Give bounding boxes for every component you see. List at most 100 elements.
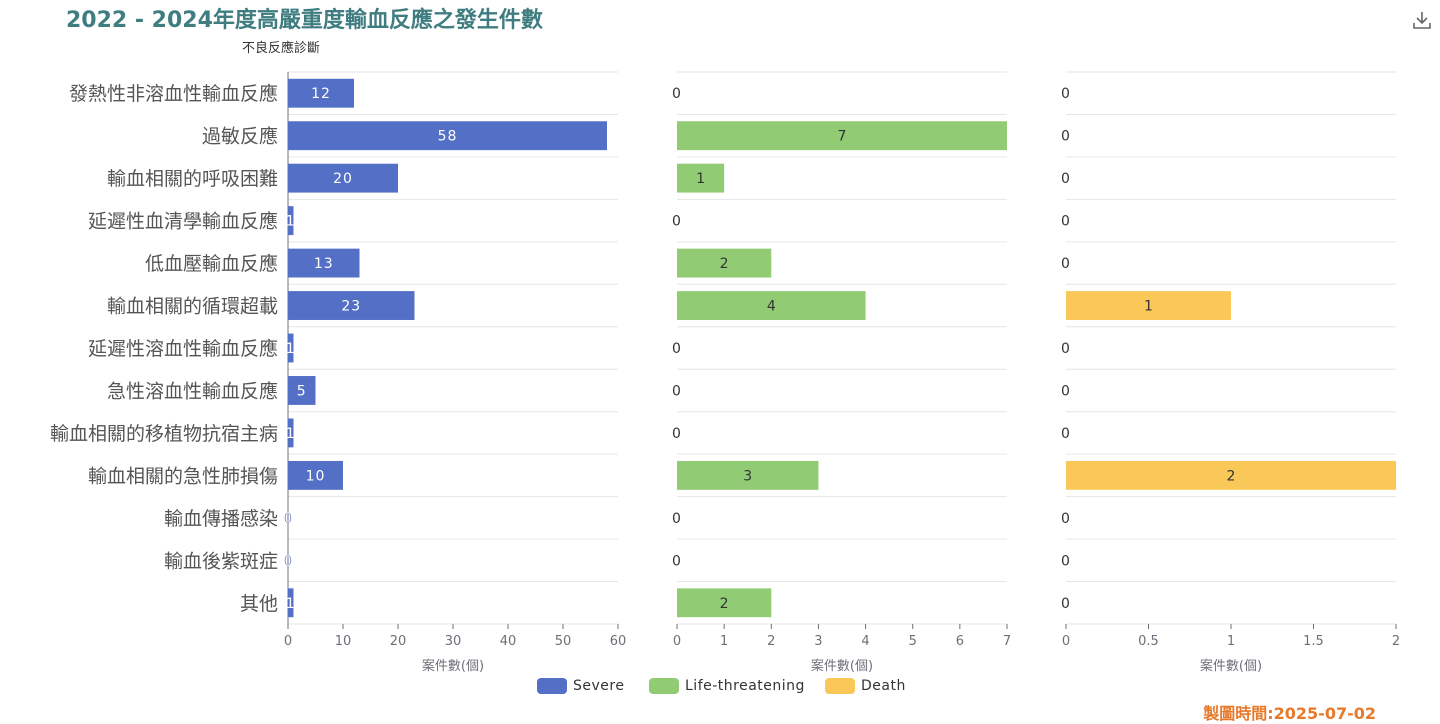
data-label-death: 0	[1061, 171, 1070, 187]
bar-severe[interactable]	[288, 333, 294, 363]
legend-swatch-severe	[537, 678, 567, 694]
data-label-severe: 13	[314, 256, 334, 272]
category-label: 發熱性非溶血性輸血反應	[69, 82, 278, 105]
legend-item-life-threatening[interactable]: Life-threatening	[649, 676, 805, 696]
x-tick-label: 1	[1227, 634, 1235, 649]
category-label: 輸血後紫斑症	[164, 550, 278, 572]
data-label-death: 0	[1061, 511, 1070, 527]
bar-severe[interactable]	[288, 121, 607, 151]
legend-label-severe: Severe	[573, 678, 625, 694]
category-label: 過敏反應	[202, 125, 278, 148]
legend-item-death[interactable]: Death	[825, 676, 906, 696]
data-label-severe: 1	[286, 596, 296, 612]
x-tick-label: 60	[610, 634, 627, 649]
data-label-death: 0	[1061, 341, 1070, 357]
x-axis-title: 案件數(個)	[1200, 659, 1262, 674]
x-tick-label: 20	[390, 634, 407, 649]
data-label-severe: 0	[284, 511, 293, 527]
data-label-life-threatening: 1	[696, 171, 705, 187]
x-axis-title: 案件數(個)	[811, 659, 873, 674]
data-label-life-threatening: 2	[720, 256, 729, 272]
data-label-severe: 20	[333, 171, 353, 187]
bar-severe[interactable]	[288, 163, 398, 193]
data-label-death: 0	[1061, 129, 1070, 145]
category-label: 輸血傳播感染	[164, 508, 278, 530]
category-label: 低血壓輸血反應	[145, 252, 278, 275]
x-tick-label: 0	[284, 634, 292, 649]
data-label-life-threatening: 0	[672, 426, 681, 442]
category-label: 輸血相關的急性肺損傷	[88, 465, 278, 487]
data-label-life-threatening: 0	[672, 86, 681, 102]
x-tick-label: 0.5	[1138, 634, 1159, 649]
bar-life-threatening[interactable]	[677, 291, 866, 320]
bar-death[interactable]	[1066, 291, 1231, 320]
x-tick-label: 1	[720, 634, 728, 649]
x-tick-label: 1.5	[1303, 634, 1324, 649]
legend: Severe Life-threatening Death	[0, 676, 1440, 696]
legend-swatch-death	[825, 678, 855, 694]
data-label-death: 1	[1144, 299, 1153, 315]
data-label-death: 0	[1061, 426, 1070, 442]
legend-label-death: Death	[861, 678, 906, 694]
bar-death[interactable]	[1066, 460, 1396, 490]
data-label-life-threatening: 0	[672, 214, 681, 230]
bar-life-threatening[interactable]	[677, 121, 1007, 151]
data-label-severe: 23	[341, 299, 361, 315]
x-tick-label: 3	[814, 634, 822, 649]
data-label-severe: 1	[286, 341, 296, 357]
chart-title: 2022 - 2024年度高嚴重度輸血反應之發生件數	[66, 8, 543, 33]
legend-label-life-threatening: Life-threatening	[685, 678, 805, 694]
bar-severe[interactable]	[288, 291, 415, 320]
category-label: 延遲性溶血性輸血反應	[88, 337, 278, 360]
bar-life-threatening[interactable]	[677, 248, 772, 278]
footer-timestamp: 製圖時間:2025-07-02	[1203, 704, 1376, 723]
legend-item-severe[interactable]: Severe	[537, 676, 624, 696]
data-label-life-threatening: 7	[838, 129, 847, 145]
bar-life-threatening[interactable]	[677, 163, 725, 193]
bar-severe[interactable]	[288, 418, 294, 448]
bar-severe[interactable]	[288, 248, 360, 278]
x-tick-label: 0	[1062, 634, 1070, 649]
x-tick-label: 10	[335, 634, 352, 649]
x-tick-label: 7	[1003, 634, 1011, 649]
x-tick-label: 2	[1392, 634, 1400, 649]
bar-severe[interactable]	[288, 206, 294, 236]
x-tick-label: 40	[500, 634, 517, 649]
x-tick-label: 30	[445, 634, 462, 649]
x-tick-label: 4	[861, 634, 869, 649]
data-label-death: 0	[1061, 256, 1070, 272]
x-tick-label: 50	[555, 634, 572, 649]
x-tick-label: 2	[767, 634, 775, 649]
y-axis-title: 不良反應診斷	[242, 41, 321, 56]
data-label-life-threatening: 0	[672, 341, 681, 357]
data-label-life-threatening: 4	[767, 299, 776, 315]
bar-severe[interactable]	[288, 376, 316, 405]
data-label-severe: 10	[306, 468, 326, 484]
bar-severe[interactable]	[288, 588, 294, 618]
category-label: 輸血相關的移植物抗宿主病	[50, 423, 278, 445]
x-tick-label: 0	[673, 634, 681, 649]
data-label-death: 0	[1061, 86, 1070, 102]
data-label-severe: 58	[438, 129, 458, 145]
data-label-death: 0	[1061, 214, 1070, 230]
x-tick-label: 6	[956, 634, 964, 649]
category-label: 輸血相關的呼吸困難	[107, 168, 278, 190]
category-label: 輸血相關的循環超載	[107, 296, 278, 318]
data-label-life-threatening: 0	[672, 511, 681, 527]
bar-life-threatening[interactable]	[677, 460, 819, 490]
bar-severe[interactable]	[288, 460, 343, 490]
legend-swatch-life-threatening	[649, 678, 679, 694]
download-icon[interactable]	[1410, 8, 1434, 32]
data-label-severe: 1	[286, 214, 296, 230]
x-axis-title: 案件數(個)	[422, 659, 484, 674]
bar-life-threatening[interactable]	[677, 588, 772, 618]
data-label-severe: 5	[297, 383, 307, 399]
data-label-life-threatening: 0	[672, 553, 681, 569]
bar-severe[interactable]	[288, 78, 354, 108]
data-label-death: 0	[1061, 596, 1070, 612]
data-label-death: 2	[1227, 468, 1236, 484]
data-label-life-threatening: 3	[743, 468, 752, 484]
data-label-severe: 0	[284, 553, 293, 569]
data-label-severe: 1	[286, 426, 296, 442]
